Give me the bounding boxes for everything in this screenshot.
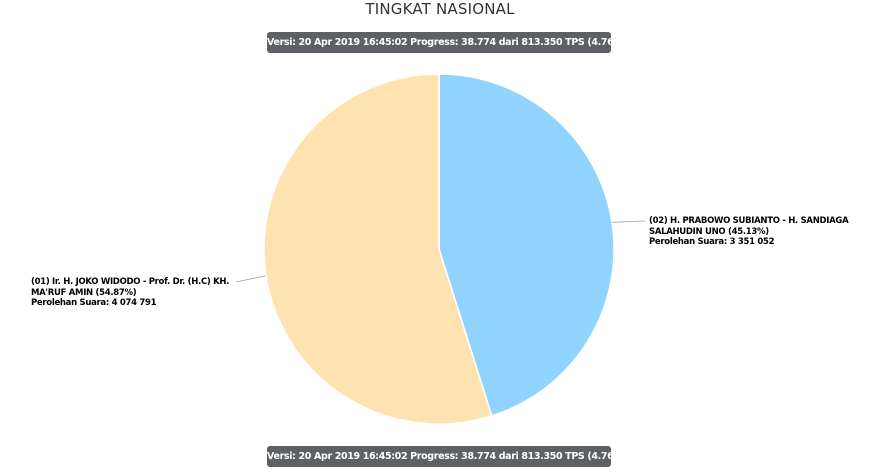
connector-line-02: [611, 220, 646, 223]
slice-label-02-votes: Perolehan Suara: 3 351 052: [649, 237, 775, 247]
slice-label-02-name-line1: (02) H. PRABOWO SUBIANTO - H. SANDIAGA: [649, 216, 849, 226]
chart-title: TINGKAT NASIONAL: [365, 0, 515, 18]
connector-line-01: [235, 275, 267, 283]
version-banner-bottom: Versi: 20 Apr 2019 16:45:02 Progress: 38…: [267, 446, 611, 467]
pie-slices: [263, 73, 615, 425]
version-banner-top: Versi: 20 Apr 2019 16:45:02 Progress: 38…: [267, 32, 611, 53]
slice-label-01-votes: Perolehan Suara: 4 074 791: [31, 298, 157, 308]
slice-label-01: (01) Ir. H. JOKO WIDODO - Prof. Dr. (H.C…: [31, 277, 229, 309]
slice-label-01-name-line1: (01) Ir. H. JOKO WIDODO - Prof. Dr. (H.C…: [31, 277, 230, 287]
pie-slice-01[interactable]: [263, 73, 493, 425]
slice-label-02-name-line2: SALAHUDIN UNO (45.13%): [649, 226, 769, 237]
slice-label-02: (02) H. PRABOWO SUBIANTO - H. SANDIAGA S…: [649, 216, 849, 248]
slice-label-01-name-line2: MA'RUF AMIN (54.87%): [31, 287, 137, 298]
